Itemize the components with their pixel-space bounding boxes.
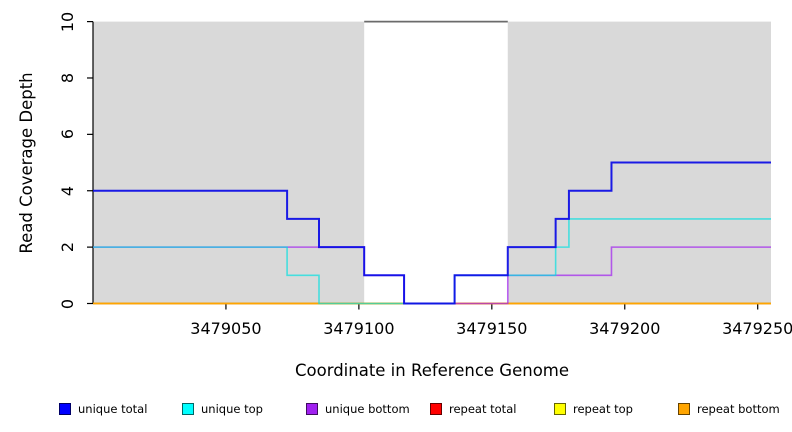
unique-total-swatch-icon (59, 403, 71, 415)
legend-item-unique-bottom: unique bottom (306, 402, 410, 416)
x-tick-label: 3479250 (722, 319, 792, 338)
legend-item-repeat-total: repeat total (430, 402, 516, 416)
y-axis-title: Read Coverage Depth (16, 71, 36, 254)
x-axis-title: Coordinate in Reference Genome (294, 360, 570, 380)
repeat-bottom-swatch-icon (678, 403, 690, 415)
y-tick-label-0: 0 (58, 298, 77, 309)
legend-item-unique-top: unique top (182, 402, 263, 416)
unique-top-swatch-icon (182, 403, 194, 415)
legend-item-repeat-bottom: repeat bottom (678, 402, 780, 416)
x-tick-label: 3479150 (456, 319, 528, 338)
y-tick-label-8: 8 (58, 72, 77, 84)
legend-item-repeat-top: repeat top (554, 402, 633, 416)
y-tick-label-6: 6 (58, 129, 77, 140)
y-tick-label-4: 4 (58, 185, 77, 196)
x-tick-label: 3479200 (589, 319, 661, 338)
unique-bottom-swatch-icon (306, 403, 318, 415)
y-tick-label-2: 2 (58, 242, 77, 253)
y-tick-label-10: 10 (58, 11, 77, 32)
repeat-top-swatch-icon (554, 403, 566, 415)
x-tick-label: 3479100 (323, 319, 395, 338)
legend-item-unique-total: unique total (59, 402, 147, 416)
x-tick-label: 3479050 (190, 319, 262, 338)
repeat-total-swatch-icon (430, 403, 442, 415)
